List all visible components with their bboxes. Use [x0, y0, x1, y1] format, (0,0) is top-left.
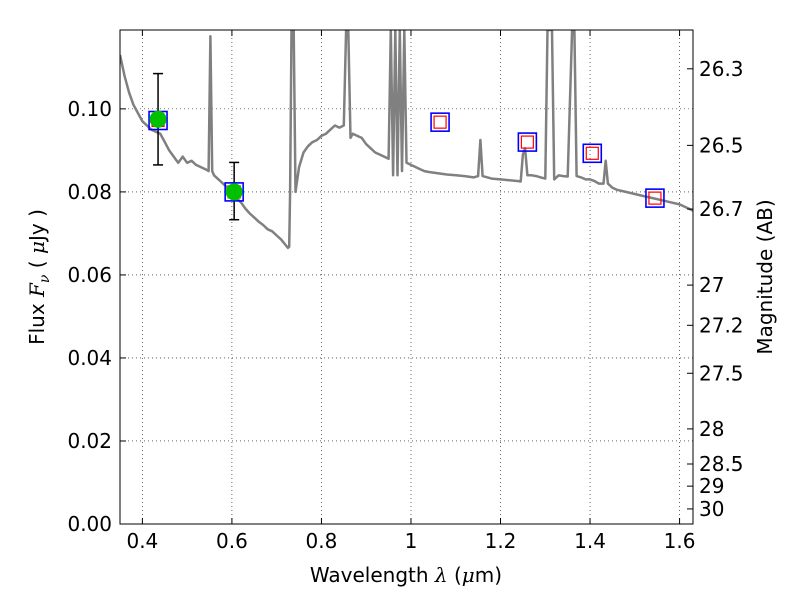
x-tick-label: 1.6 — [664, 529, 696, 553]
model-square-outer — [645, 188, 665, 208]
model-square-outer — [517, 132, 538, 152]
y-tick-label: 0.00 — [67, 512, 112, 536]
model-square-outer — [430, 112, 450, 132]
mag-tick-label: 29 — [699, 474, 724, 498]
mag-tick-label: 26.3 — [699, 57, 744, 81]
y-tick-label: 0.06 — [67, 263, 112, 287]
x-tick-label: 1.4 — [574, 529, 606, 553]
model-square-inner — [585, 146, 599, 160]
detection-point — [149, 110, 167, 128]
mag-tick-label: 27 — [699, 273, 724, 297]
x-tick-label: 0.4 — [126, 529, 158, 553]
y-axis-label: Flux Fν ( μJy ) — [25, 209, 53, 345]
model-square-inner — [520, 135, 534, 149]
mag-tick-label: 28.5 — [699, 452, 744, 476]
mag-tick-label: 26.7 — [699, 197, 744, 221]
x-tick-label: 0.8 — [306, 529, 338, 553]
x-tick-label: 0.6 — [216, 529, 248, 553]
spectrum-layer — [120, 30, 693, 250]
y-tick-label: 0.08 — [67, 180, 112, 204]
spectrum-line — [120, 30, 693, 250]
mag-tick-label: 26.5 — [699, 133, 744, 157]
x-tick-label: 1 — [405, 529, 418, 553]
x-axis-label: Wavelength λ (μm) — [310, 563, 502, 587]
model-square-inner — [433, 115, 447, 129]
mag-tick-label: 28 — [699, 417, 724, 441]
magnitude-axis-label: Magnitude (AB) — [753, 199, 777, 354]
y-tick-label: 0.02 — [67, 429, 112, 453]
y-tick-label: 0.04 — [67, 346, 112, 370]
x-tick-label: 1.2 — [485, 529, 517, 553]
model-square-inner — [648, 191, 662, 205]
mag-tick-label: 27.2 — [699, 313, 744, 337]
model-square-outer — [224, 182, 244, 202]
mag-tick-label: 30 — [699, 497, 724, 521]
mag-tick-label: 27.5 — [699, 361, 744, 385]
axis-ticks: 0.4 0.6 0.8 1 1.2 1.4 1.6 0.00 0.02 0.04 0.06 0.08 0… — [67, 30, 744, 553]
marker-layer — [148, 72, 665, 221]
y-tick-label: 0.10 — [67, 97, 112, 121]
plot-frame — [119, 29, 694, 525]
detection-point — [225, 183, 243, 201]
model-square-outer — [582, 143, 603, 164]
